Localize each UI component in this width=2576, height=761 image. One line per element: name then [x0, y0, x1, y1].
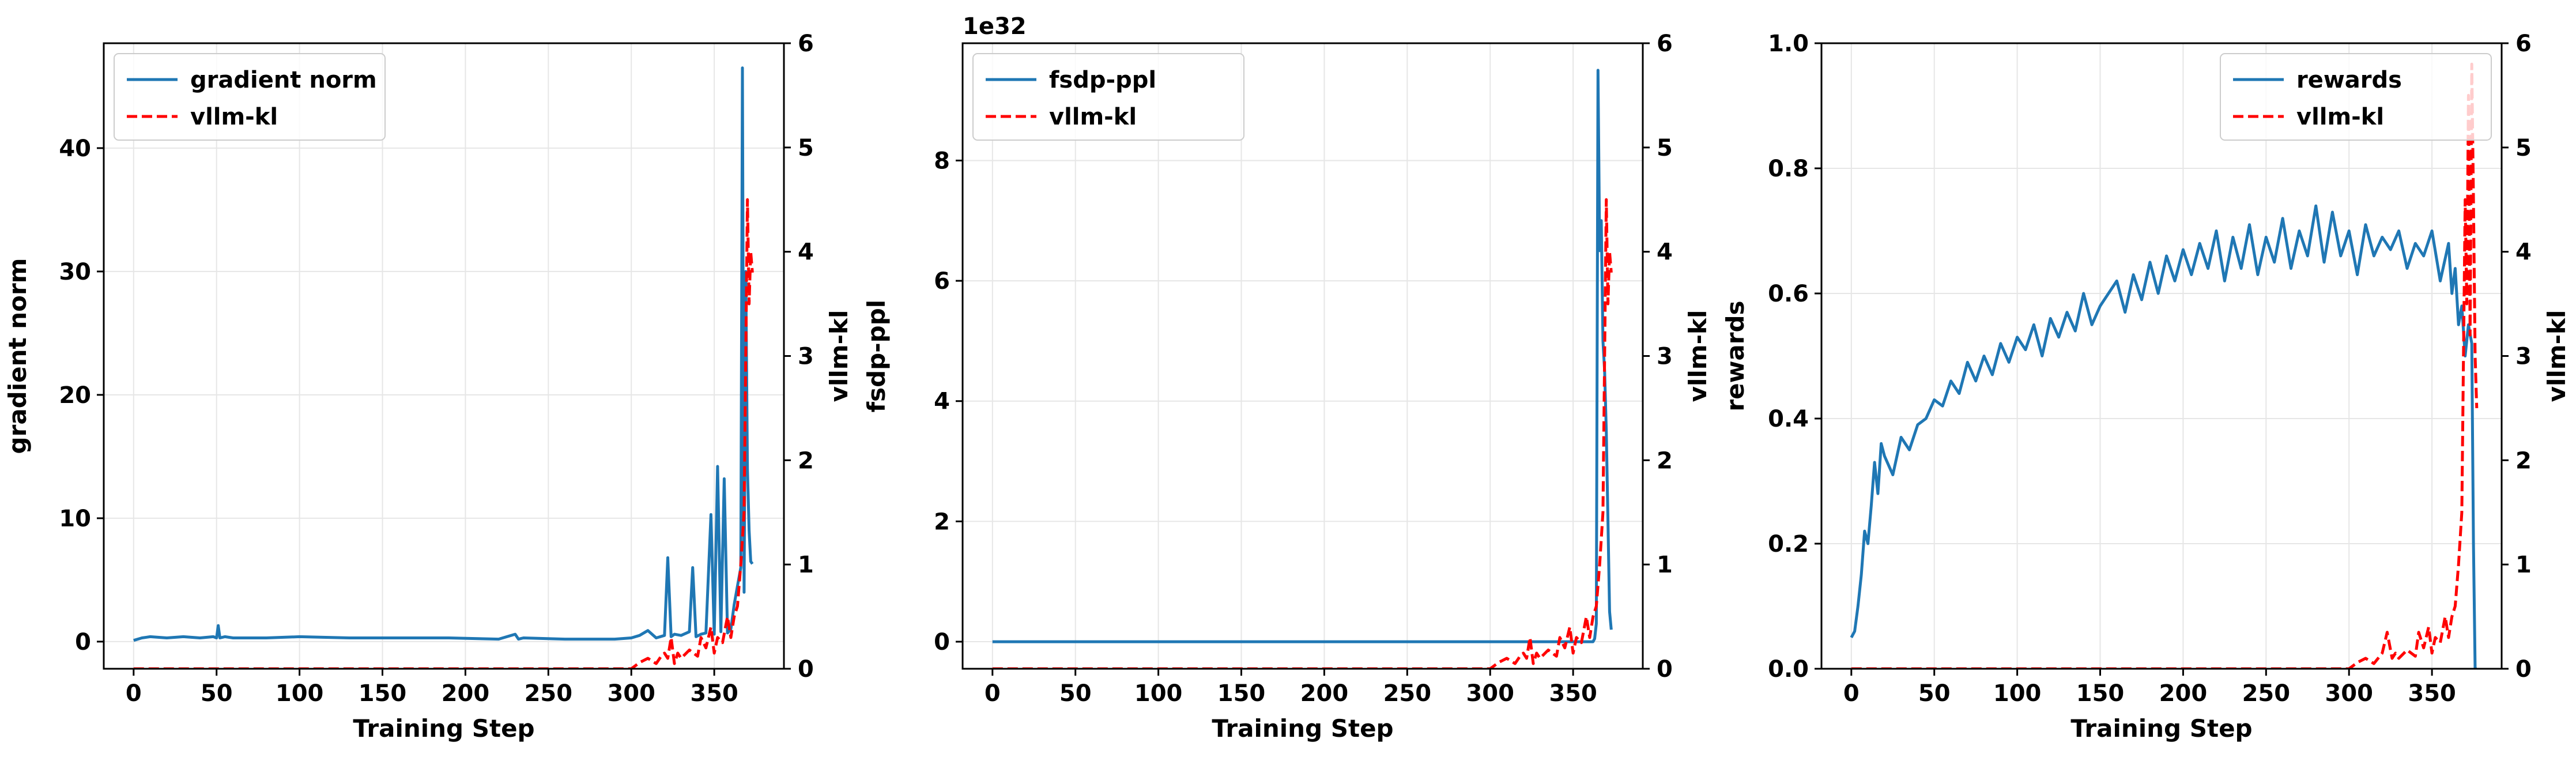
y2-tick-label: 0: [2515, 656, 2532, 683]
x-tick-label: 300: [607, 680, 655, 707]
y2-tick-label: 3: [2515, 344, 2532, 370]
x-tick-label: 0: [126, 680, 142, 707]
y-tick-label: 0: [934, 629, 950, 655]
x-tick-label: 0: [985, 680, 1001, 707]
y2-tick-label: 2: [1657, 447, 1673, 474]
y-tick-label: 0: [75, 629, 91, 655]
x-tick-label: 350: [2408, 680, 2456, 707]
x-tick-label: 300: [1466, 680, 1514, 707]
y-axis-label: rewards: [1721, 300, 1749, 411]
y2-axis-label: vllm-kl: [825, 310, 853, 402]
y2-axis-label: vllm-kl: [2543, 310, 2571, 402]
chart-panel-1: 0 50 100 150 200 250 300 350 0 10 20 30 40 0 1 2 3 4 5 6 Tra…: [3, 31, 853, 743]
legend: gradient norm vllm-kl: [114, 53, 386, 141]
legend: fsdp-ppl vllm-kl: [972, 53, 1244, 141]
x-tick-label: 50: [201, 680, 233, 707]
y-tick-label: 0.0: [1768, 656, 1809, 683]
x-tick-label: 250: [2242, 680, 2291, 707]
y-tick-label: 40: [59, 135, 91, 162]
x-tick-label: 150: [2076, 680, 2125, 707]
y-tick-label: 4: [934, 389, 950, 415]
series-line-rewards: [1850, 204, 2477, 669]
y-axis-label: fsdp-ppl: [862, 300, 891, 412]
y-tick-label: 0.6: [1768, 281, 1809, 307]
x-tick-label: 100: [1993, 680, 2042, 707]
x-axis-label: Training Step: [353, 714, 534, 743]
x-tick-label: 0: [1843, 680, 1860, 707]
y2-tick-label: 1: [2515, 552, 2532, 578]
x-tick-label: 200: [2159, 680, 2208, 707]
y2-tick-label: 5: [798, 135, 814, 161]
y2-tick-label: 1: [798, 552, 814, 578]
legend-entry: vllm-kl: [190, 104, 278, 130]
series-line-vllm-kl: [1851, 62, 2479, 669]
y2-tick-label: 3: [798, 344, 814, 370]
x-tick-label: 350: [1549, 680, 1597, 707]
legend-box: [2220, 53, 2492, 141]
x-tick-label: 200: [442, 680, 490, 707]
legend: rewards vllm-kl: [2220, 53, 2492, 141]
chart-panel-2: 0 50 100 150 200 250 300 350 0 2 4 6 8 0 1 2 3 4 5 6 Trainin…: [862, 13, 1712, 743]
series-group: [992, 69, 1613, 669]
legend-entry: vllm-kl: [1049, 104, 1137, 130]
x-axis-label: Training Step: [1212, 714, 1393, 743]
y2-tick-label: 5: [2515, 135, 2532, 161]
chart-panel-3: 0 50 100 150 200 250 300 350 0.0 0.2 0.4 0.6 0.8 1.0 0…: [1721, 31, 2571, 743]
legend-entry: rewards: [2296, 67, 2402, 93]
y-tick-label: 6: [934, 268, 950, 295]
series-group: [1850, 62, 2479, 669]
x-tick-label: 250: [525, 680, 573, 707]
x-tick-label: 100: [276, 680, 324, 707]
y-tick-label: 1.0: [1768, 31, 1809, 57]
y2-tick-label: 4: [1657, 239, 1673, 266]
y-axis-label: gradient norm: [3, 258, 32, 454]
legend-box: [972, 53, 1244, 141]
y2-tick-label: 4: [2515, 239, 2532, 266]
y2-tick-label: 0: [1657, 656, 1673, 683]
legend-entry: fsdp-ppl: [1049, 67, 1156, 93]
y2-tick-label: 4: [798, 239, 814, 266]
y-tick-label: 8: [934, 148, 950, 174]
y2-tick-label: 6: [798, 31, 814, 57]
y2-axis-label: vllm-kl: [1684, 310, 1712, 402]
legend-box: [114, 53, 386, 141]
x-tick-label: 50: [1918, 680, 1951, 707]
y-tick-label: 0.2: [1768, 531, 1809, 557]
y2-tick-label: 6: [2515, 31, 2532, 57]
y2-tick-label: 6: [1657, 31, 1673, 57]
series-line-fsdp-ppl: [992, 69, 1613, 643]
legend-entry: vllm-kl: [2296, 104, 2384, 130]
series-line-gradient-norm: [133, 66, 754, 642]
y2-tick-label: 2: [2515, 447, 2532, 474]
y2-tick-label: 3: [1657, 344, 1673, 370]
y-tick-label: 0.4: [1768, 406, 1809, 432]
x-tick-label: 250: [1383, 680, 1432, 707]
y-tick-label: 10: [59, 506, 91, 532]
y-tick-label: 30: [59, 259, 91, 285]
x-tick-label: 300: [2325, 680, 2373, 707]
x-tick-label: 150: [1217, 680, 1266, 707]
y-tick-label: 2: [934, 508, 950, 535]
series-line-vllm-kl: [133, 198, 754, 669]
x-axis-label: Training Step: [2070, 714, 2252, 743]
x-tick-label: 50: [1059, 680, 1092, 707]
x-tick-label: 100: [1134, 680, 1183, 707]
x-tick-label: 350: [690, 680, 738, 707]
y2-tick-label: 5: [1657, 135, 1673, 161]
y-offset-label: 1e32: [963, 13, 1027, 40]
legend-entry: gradient norm: [190, 67, 377, 93]
x-tick-label: 150: [359, 680, 407, 707]
series-line-vllm-kl: [992, 198, 1613, 669]
x-tick-label: 200: [1300, 680, 1349, 707]
y-tick-label: 0.8: [1768, 156, 1809, 182]
y2-tick-label: 2: [798, 447, 814, 474]
y2-tick-label: 0: [798, 656, 814, 683]
y2-tick-label: 1: [1657, 552, 1673, 578]
y-tick-label: 20: [59, 382, 91, 409]
series-group: [133, 66, 754, 669]
